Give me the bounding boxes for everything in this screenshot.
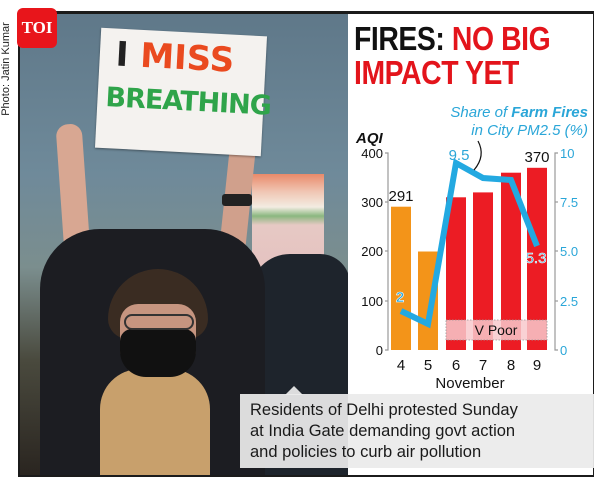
svg-text:291: 291 <box>388 188 413 205</box>
bar-nov-8 <box>501 172 521 350</box>
right-axis <box>554 152 558 351</box>
headline-red-2: IMPACT YET <box>354 54 519 91</box>
svg-text:300: 300 <box>361 195 383 210</box>
bar-nov-9 <box>527 167 547 350</box>
photo-caption: Residents of Delhi protested Sunday at I… <box>240 394 594 468</box>
svg-text:100: 100 <box>361 294 383 309</box>
bar-nov-7 <box>473 192 493 350</box>
svg-text:2.5: 2.5 <box>560 294 578 309</box>
headline: FIRES: NO BIG IMPACT YET <box>354 20 551 91</box>
svg-text:V Poor: V Poor <box>475 322 518 338</box>
caption-line-2: at India Gate demanding govt action <box>250 422 516 440</box>
data-labels: 291 370 9.5 2 5.3 <box>388 147 549 306</box>
svg-text:0: 0 <box>560 343 567 358</box>
headline-red-1: NO BIG <box>451 20 551 57</box>
svg-text:200: 200 <box>361 244 383 259</box>
svg-text:2: 2 <box>396 289 404 306</box>
bar-nov-6 <box>446 197 466 350</box>
svg-text:8: 8 <box>507 357 515 374</box>
svg-text:400: 400 <box>361 146 383 161</box>
toi-logo: TOI <box>17 8 57 48</box>
protest-photo: I MISS BREATHING <box>20 14 348 475</box>
left-axis-ticks: 400 300 200 100 0 <box>361 146 383 358</box>
aqi-bars <box>391 167 547 350</box>
bar-nov-4 <box>391 206 411 350</box>
bar-nov-5 <box>418 251 438 350</box>
x-axis-label: November <box>435 375 504 392</box>
svg-text:370: 370 <box>524 149 549 166</box>
watch <box>222 194 252 206</box>
svg-text:5.0: 5.0 <box>560 244 578 259</box>
svg-text:10: 10 <box>560 146 574 161</box>
caption-pointer <box>285 386 303 395</box>
leader-line <box>473 140 482 171</box>
svg-text:4: 4 <box>397 357 405 374</box>
svg-text:7: 7 <box>479 357 487 374</box>
svg-text:9.5: 9.5 <box>449 147 470 164</box>
v-poor-band: V Poor <box>445 319 548 341</box>
svg-text:7.5: 7.5 <box>560 195 578 210</box>
glasses <box>124 314 194 330</box>
farm-fires-line <box>399 158 540 329</box>
shirt <box>100 369 210 475</box>
caption-line-3: and policies to curb air pollution <box>250 443 482 461</box>
mask <box>120 329 196 377</box>
svg-text:6: 6 <box>452 357 460 374</box>
svg-text:9: 9 <box>533 357 541 374</box>
left-axis <box>385 152 389 351</box>
headline-black: FIRES: <box>354 20 445 57</box>
left-axis-title: AQI <box>356 130 383 147</box>
svg-text:0: 0 <box>376 343 383 358</box>
svg-text:5.3: 5.3 <box>526 250 547 267</box>
svg-text:5: 5 <box>424 357 432 374</box>
x-axis-ticks: 4 5 6 7 8 9 <box>397 357 541 374</box>
right-axis-title: Share of Farm Fires in City PM2.5 (%) <box>450 104 588 139</box>
caption-line-1: Residents of Delhi protested Sunday <box>250 401 518 419</box>
right-axis-ticks: 10 7.5 5.0 2.5 0 <box>560 146 578 358</box>
